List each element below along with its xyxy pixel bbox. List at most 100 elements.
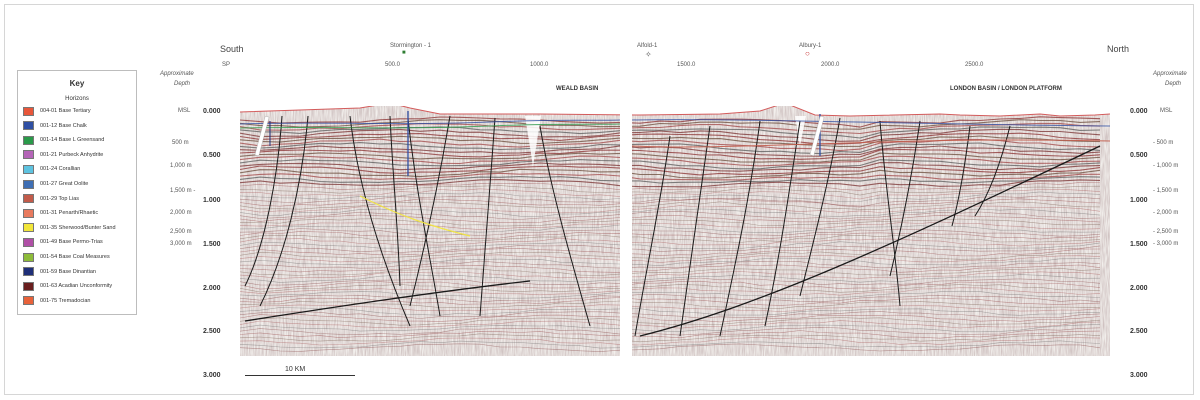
seismic-reflector	[240, 221, 1101, 230]
legend-item: 001-49 Base Permo-Trias	[23, 237, 103, 247]
seismic-reflector	[240, 176, 1101, 184]
well-label-alfold: Alfold-1	[637, 43, 658, 49]
legend-swatch	[23, 135, 34, 145]
seismic-reflector	[240, 228, 1101, 237]
detachment-fault	[639, 145, 1101, 337]
seismic-reflector	[240, 195, 1101, 208]
left-depth-tick: 3,000 m	[170, 241, 192, 247]
legend-label: 001-27 Great Oolite	[40, 181, 89, 187]
right-depth-tick: - 1,500 m	[1153, 188, 1179, 194]
legend-label: 001-24 Corallian	[40, 166, 81, 173]
legend-label: 001-35 Sherwood/Bunter Sand	[40, 224, 116, 231]
legend-label: 001-75 Tremadocian	[40, 297, 91, 304]
fault	[349, 115, 411, 327]
seismic-reflector	[240, 280, 1101, 290]
seismic-reflector	[240, 162, 1101, 172]
seismic-reflector	[240, 340, 1101, 349]
fault	[479, 117, 496, 317]
right-time-tick: 0.000	[1130, 108, 1148, 115]
legend-title: Key	[69, 79, 85, 88]
well-label-albury: Albury-1	[799, 43, 822, 49]
legend-swatch	[23, 208, 34, 218]
legend-item: 001-54 Base Coal Measures	[23, 252, 110, 262]
horizon-base-chalk	[240, 119, 621, 125]
legend-label: 001-59 Base Dinantian	[40, 268, 96, 275]
fault	[889, 120, 921, 277]
legend-item: 001-63 Acadian Unconformity	[23, 281, 112, 291]
legend-label: 001-63 Acadian Unconformity	[40, 283, 113, 290]
sp-tick: 2000.0	[821, 62, 840, 68]
seismic-reflector	[240, 257, 1101, 267]
left-depth-tick: 500 m	[172, 140, 189, 146]
fault	[634, 135, 671, 337]
seismic-reflector	[240, 241, 1101, 250]
right-time-tick: 2.500	[1130, 328, 1148, 335]
legend-label: 004-01 Base Tertiary	[40, 108, 91, 114]
well-marker-alfold: ✧	[645, 50, 652, 59]
right-time-tick: 1.000	[1130, 197, 1148, 204]
seismic-reflector	[240, 231, 1101, 240]
seismic-reflector	[240, 271, 1101, 279]
legend-item: 004-01 Base Tertiary	[23, 106, 91, 116]
figure-frame	[4, 4, 1194, 395]
right-time-tick: 3.000	[1130, 372, 1148, 379]
legend-subtitle: Horizons	[65, 96, 89, 102]
fault	[764, 120, 801, 327]
left-depth-tick: 1,000 m	[170, 163, 192, 169]
seismic-section-svg	[240, 106, 1110, 356]
seismic-reflector	[240, 152, 1101, 163]
seismic-reflector	[240, 343, 1101, 352]
sp-tick: 1000.0	[530, 62, 549, 68]
right-depth-tick: - 1,000 m	[1153, 163, 1179, 169]
left-axis-title-2: Depth	[174, 81, 191, 87]
seismic-reflector	[240, 191, 1101, 202]
horizon-sherwood-sand	[359, 195, 471, 237]
seismic-reflector	[240, 126, 1101, 139]
right-time-tick: 0.500	[1130, 152, 1148, 159]
legend-item: 001-27 Great Oolite	[23, 179, 88, 189]
seismic-reflector	[240, 311, 1101, 319]
fault	[799, 117, 841, 297]
legend-label: 001-14 Base L Greensand	[40, 137, 105, 144]
seismic-reflector	[240, 224, 1101, 234]
fault	[244, 115, 283, 287]
left-depth-tick: 2,500 m	[170, 229, 192, 235]
legend-swatch	[23, 223, 34, 233]
legend-label: 001-31 Penarth/Rhaetic	[40, 210, 99, 217]
fault	[259, 115, 309, 307]
seismic-reflector	[240, 254, 1101, 263]
fault	[539, 125, 591, 327]
seismic-reflector	[240, 326, 1101, 336]
basin-label-london: LONDON BASIN / LONDON PLATFORM	[950, 86, 1062, 92]
seismic-reflector	[240, 128, 1101, 142]
legend-swatch	[23, 267, 34, 277]
sp-tick: 2500.0	[965, 62, 984, 68]
left-time-tick: 1.500	[203, 241, 221, 248]
left-time-tick: 0.000	[203, 108, 221, 115]
seismic-reflector	[240, 234, 1101, 243]
fault-lines	[244, 115, 1101, 337]
right-time-tick: 2.000	[1130, 285, 1148, 292]
sp-axis-label: SP	[222, 62, 231, 68]
fault	[974, 125, 1011, 217]
legend-swatch	[23, 281, 34, 291]
seismic-reflector	[240, 260, 1101, 270]
seismic-reflector	[240, 294, 1101, 303]
seismic-reflector	[240, 300, 1101, 309]
seismic-reflector	[240, 274, 1101, 283]
horizon-base-l-greensand	[240, 123, 621, 129]
well-marker-albury: ○	[805, 49, 810, 58]
legend-swatch	[23, 164, 34, 174]
seismic-reflector	[240, 132, 1101, 145]
section-gap	[620, 106, 632, 356]
left-time-tick: 1.000	[203, 197, 221, 204]
annotation-box	[254, 115, 270, 157]
left-depth-tick: 1,500 m -	[170, 188, 196, 194]
seismic-reflector	[240, 244, 1101, 253]
legend-box: Key Horizons 004-01 Base Tertiary 001-12 …	[17, 70, 137, 315]
annotation-box	[809, 115, 825, 157]
legend-swatch	[23, 121, 34, 131]
seismic-reflector	[240, 237, 1101, 247]
left-time-tick: 2.000	[203, 285, 221, 292]
seismic-reflector	[240, 172, 1100, 181]
